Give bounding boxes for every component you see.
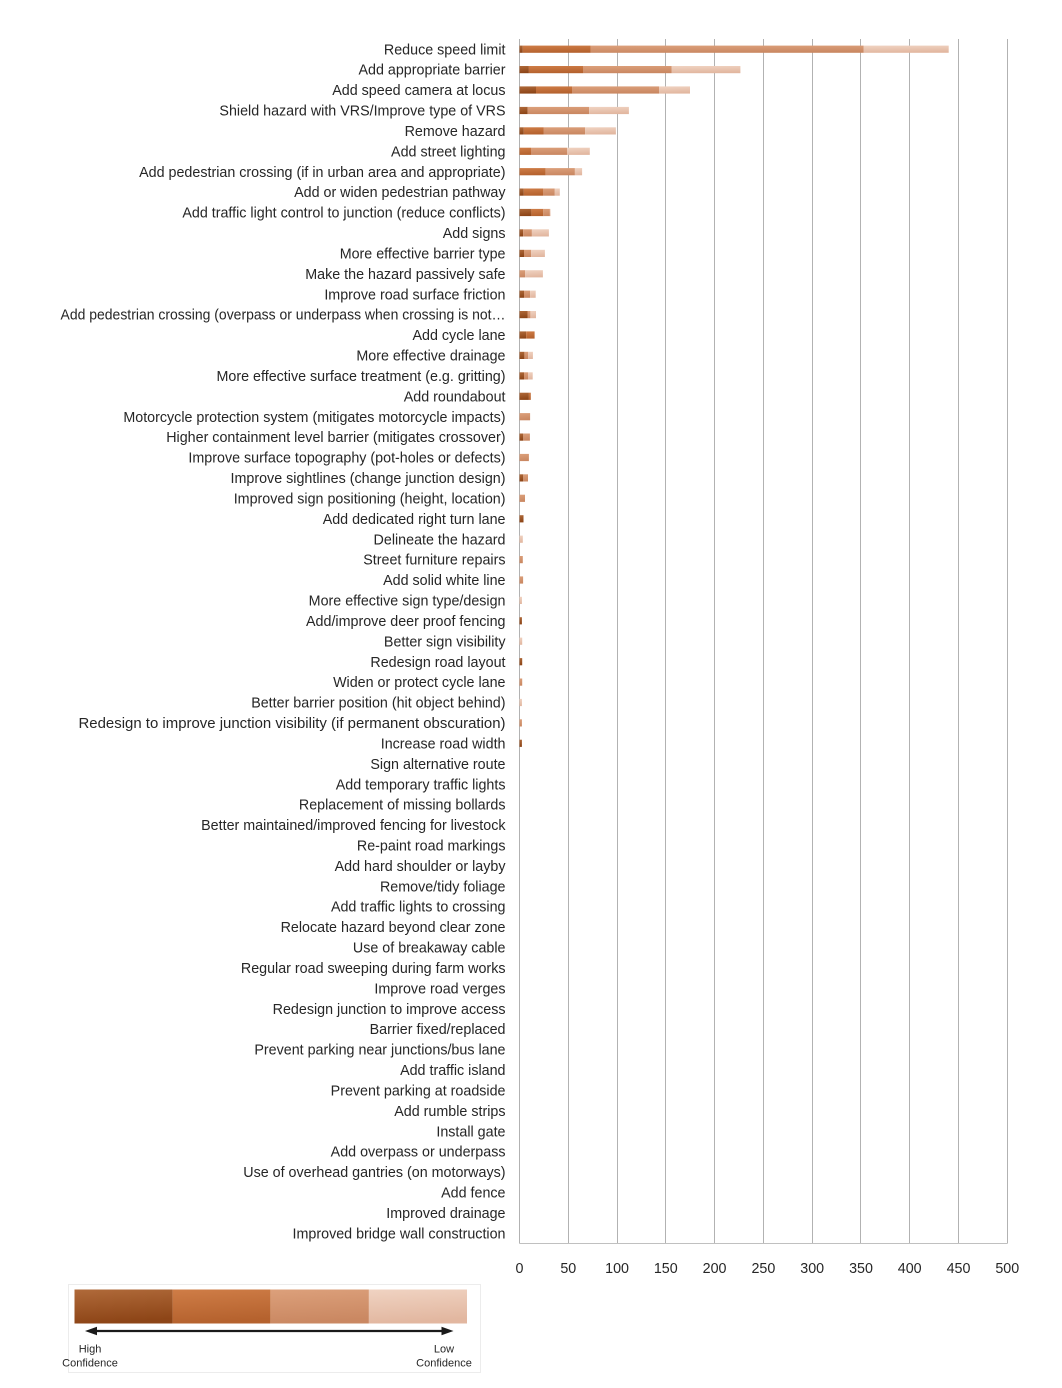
svg-text:50: 50 — [560, 1261, 576, 1277]
svg-text:0: 0 — [516, 1261, 524, 1277]
svg-text:Increase road width: Increase road width — [381, 736, 506, 752]
svg-text:Add/improve deer proof fencing: Add/improve deer proof fencing — [306, 614, 506, 630]
svg-text:Better sign visibility: Better sign visibility — [384, 634, 506, 650]
svg-text:Install gate: Install gate — [436, 1124, 505, 1140]
svg-text:Confidence: Confidence — [416, 1358, 472, 1370]
svg-text:Use of breakaway cable: Use of breakaway cable — [353, 941, 506, 957]
svg-text:Redesign junction to improve a: Redesign junction to improve access — [273, 1002, 506, 1018]
svg-text:Add temporary traffic lights: Add temporary traffic lights — [336, 777, 506, 793]
svg-text:Add traffic island: Add traffic island — [400, 1063, 505, 1079]
svg-text:Low: Low — [434, 1344, 454, 1356]
svg-text:Higher containment level barri: Higher containment level barrier (mitiga… — [166, 430, 505, 446]
svg-text:Remove hazard: Remove hazard — [405, 124, 506, 140]
svg-text:Regular road sweeping during f: Regular road sweeping during farm works — [241, 961, 506, 977]
svg-text:Street furniture repairs: Street furniture repairs — [363, 553, 505, 569]
svg-text:More effective drainage: More effective drainage — [356, 349, 505, 365]
svg-text:Improve road verges: Improve road verges — [374, 981, 505, 997]
svg-text:450: 450 — [947, 1261, 971, 1277]
svg-text:Add street lighting: Add street lighting — [391, 144, 505, 160]
svg-text:Add roundabout: Add roundabout — [404, 389, 506, 405]
svg-text:Add pedestrian crossing (if in: Add pedestrian crossing (if in urban are… — [139, 165, 505, 181]
svg-text:250: 250 — [751, 1261, 775, 1277]
svg-text:Improve surface topography (po: Improve surface topography (pot-holes or… — [188, 451, 505, 467]
svg-text:Barrier fixed/replaced: Barrier fixed/replaced — [370, 1022, 506, 1038]
svg-text:More effective sign type/desig: More effective sign type/design — [309, 594, 506, 610]
svg-text:100: 100 — [605, 1261, 629, 1277]
svg-text:Sign alternative route: Sign alternative route — [370, 757, 505, 773]
svg-text:Motorcycle protection system (: Motorcycle protection system (mitigates … — [123, 410, 505, 426]
svg-text:More effective barrier type: More effective barrier type — [340, 247, 506, 263]
svg-text:Add traffic light control to j: Add traffic light control to junction (r… — [182, 206, 505, 222]
svg-text:Confidence: Confidence — [62, 1358, 118, 1370]
svg-text:Use of overhead gantries (on m: Use of overhead gantries (on motorways) — [243, 1165, 505, 1181]
svg-text:Widen or protect cycle lane: Widen or protect cycle lane — [333, 675, 505, 691]
svg-text:Improve road surface friction: Improve road surface friction — [324, 287, 505, 303]
svg-text:Better maintained/improved fen: Better maintained/improved fencing for l… — [201, 818, 506, 834]
svg-text:Add signs: Add signs — [443, 226, 506, 242]
svg-text:Add or widen pedestrian pathwa: Add or widen pedestrian pathway — [294, 185, 506, 201]
svg-text:Delineate the hazard: Delineate the hazard — [374, 532, 506, 548]
svg-text:350: 350 — [849, 1261, 873, 1277]
svg-text:Re-paint road markings: Re-paint road markings — [357, 839, 506, 855]
svg-text:Prevent parking at roadside: Prevent parking at roadside — [331, 1084, 506, 1100]
svg-text:Reduce speed limit: Reduce speed limit — [384, 42, 506, 58]
svg-text:More effective surface treatme: More effective surface treatment (e.g. g… — [217, 369, 506, 385]
svg-text:Prevent parking near junctions: Prevent parking near junctions/bus lane — [254, 1043, 505, 1059]
svg-text:Redesign to improve junction v: Redesign to improve junction visibility … — [79, 716, 506, 732]
svg-text:300: 300 — [800, 1261, 824, 1277]
svg-text:Add appropriate barrier: Add appropriate barrier — [358, 63, 505, 79]
svg-text:Redesign road layout: Redesign road layout — [370, 655, 505, 671]
svg-text:Add fence: Add fence — [441, 1186, 505, 1202]
svg-text:Add solid white line: Add solid white line — [383, 573, 505, 589]
svg-text:Improved bridge wall construct: Improved bridge wall construction — [293, 1226, 506, 1242]
svg-text:400: 400 — [898, 1261, 922, 1277]
svg-text:150: 150 — [654, 1261, 678, 1277]
svg-text:Add overpass or underpass: Add overpass or underpass — [331, 1145, 506, 1161]
svg-text:Add cycle lane: Add cycle lane — [413, 328, 506, 344]
svg-text:Add traffic lights to crossing: Add traffic lights to crossing — [331, 900, 506, 916]
svg-text:High: High — [79, 1344, 102, 1356]
svg-text:Add rumble strips: Add rumble strips — [394, 1104, 505, 1120]
svg-text:200: 200 — [703, 1261, 727, 1277]
svg-text:Add dedicated right turn lane: Add dedicated right turn lane — [323, 512, 506, 528]
svg-text:Add pedestrian crossing (overp: Add pedestrian crossing (overpass or und… — [61, 308, 506, 324]
svg-text:Add speed camera at locus: Add speed camera at locus — [332, 83, 505, 99]
svg-text:Add hard shoulder or layby: Add hard shoulder or layby — [335, 859, 507, 875]
svg-text:Relocate hazard beyond clear z: Relocate hazard beyond clear zone — [281, 920, 506, 936]
svg-text:Improve sightlines (change jun: Improve sightlines (change junction desi… — [231, 471, 506, 487]
svg-text:Make the hazard passively safe: Make the hazard passively safe — [305, 267, 505, 283]
svg-text:Replacement of missing bollard: Replacement of missing bollards — [299, 798, 506, 814]
svg-text:500: 500 — [995, 1261, 1019, 1277]
svg-text:Improved drainage: Improved drainage — [386, 1206, 505, 1222]
svg-text:Improved sign positioning (hei: Improved sign positioning (height, locat… — [234, 491, 506, 507]
svg-text:Shield hazard with VRS/Improve: Shield hazard with VRS/Improve type of V… — [219, 104, 505, 120]
svg-text:Remove/tidy foliage: Remove/tidy foliage — [380, 879, 506, 895]
svg-text:Better barrier position (hit o: Better barrier position (hit object behi… — [251, 696, 505, 712]
